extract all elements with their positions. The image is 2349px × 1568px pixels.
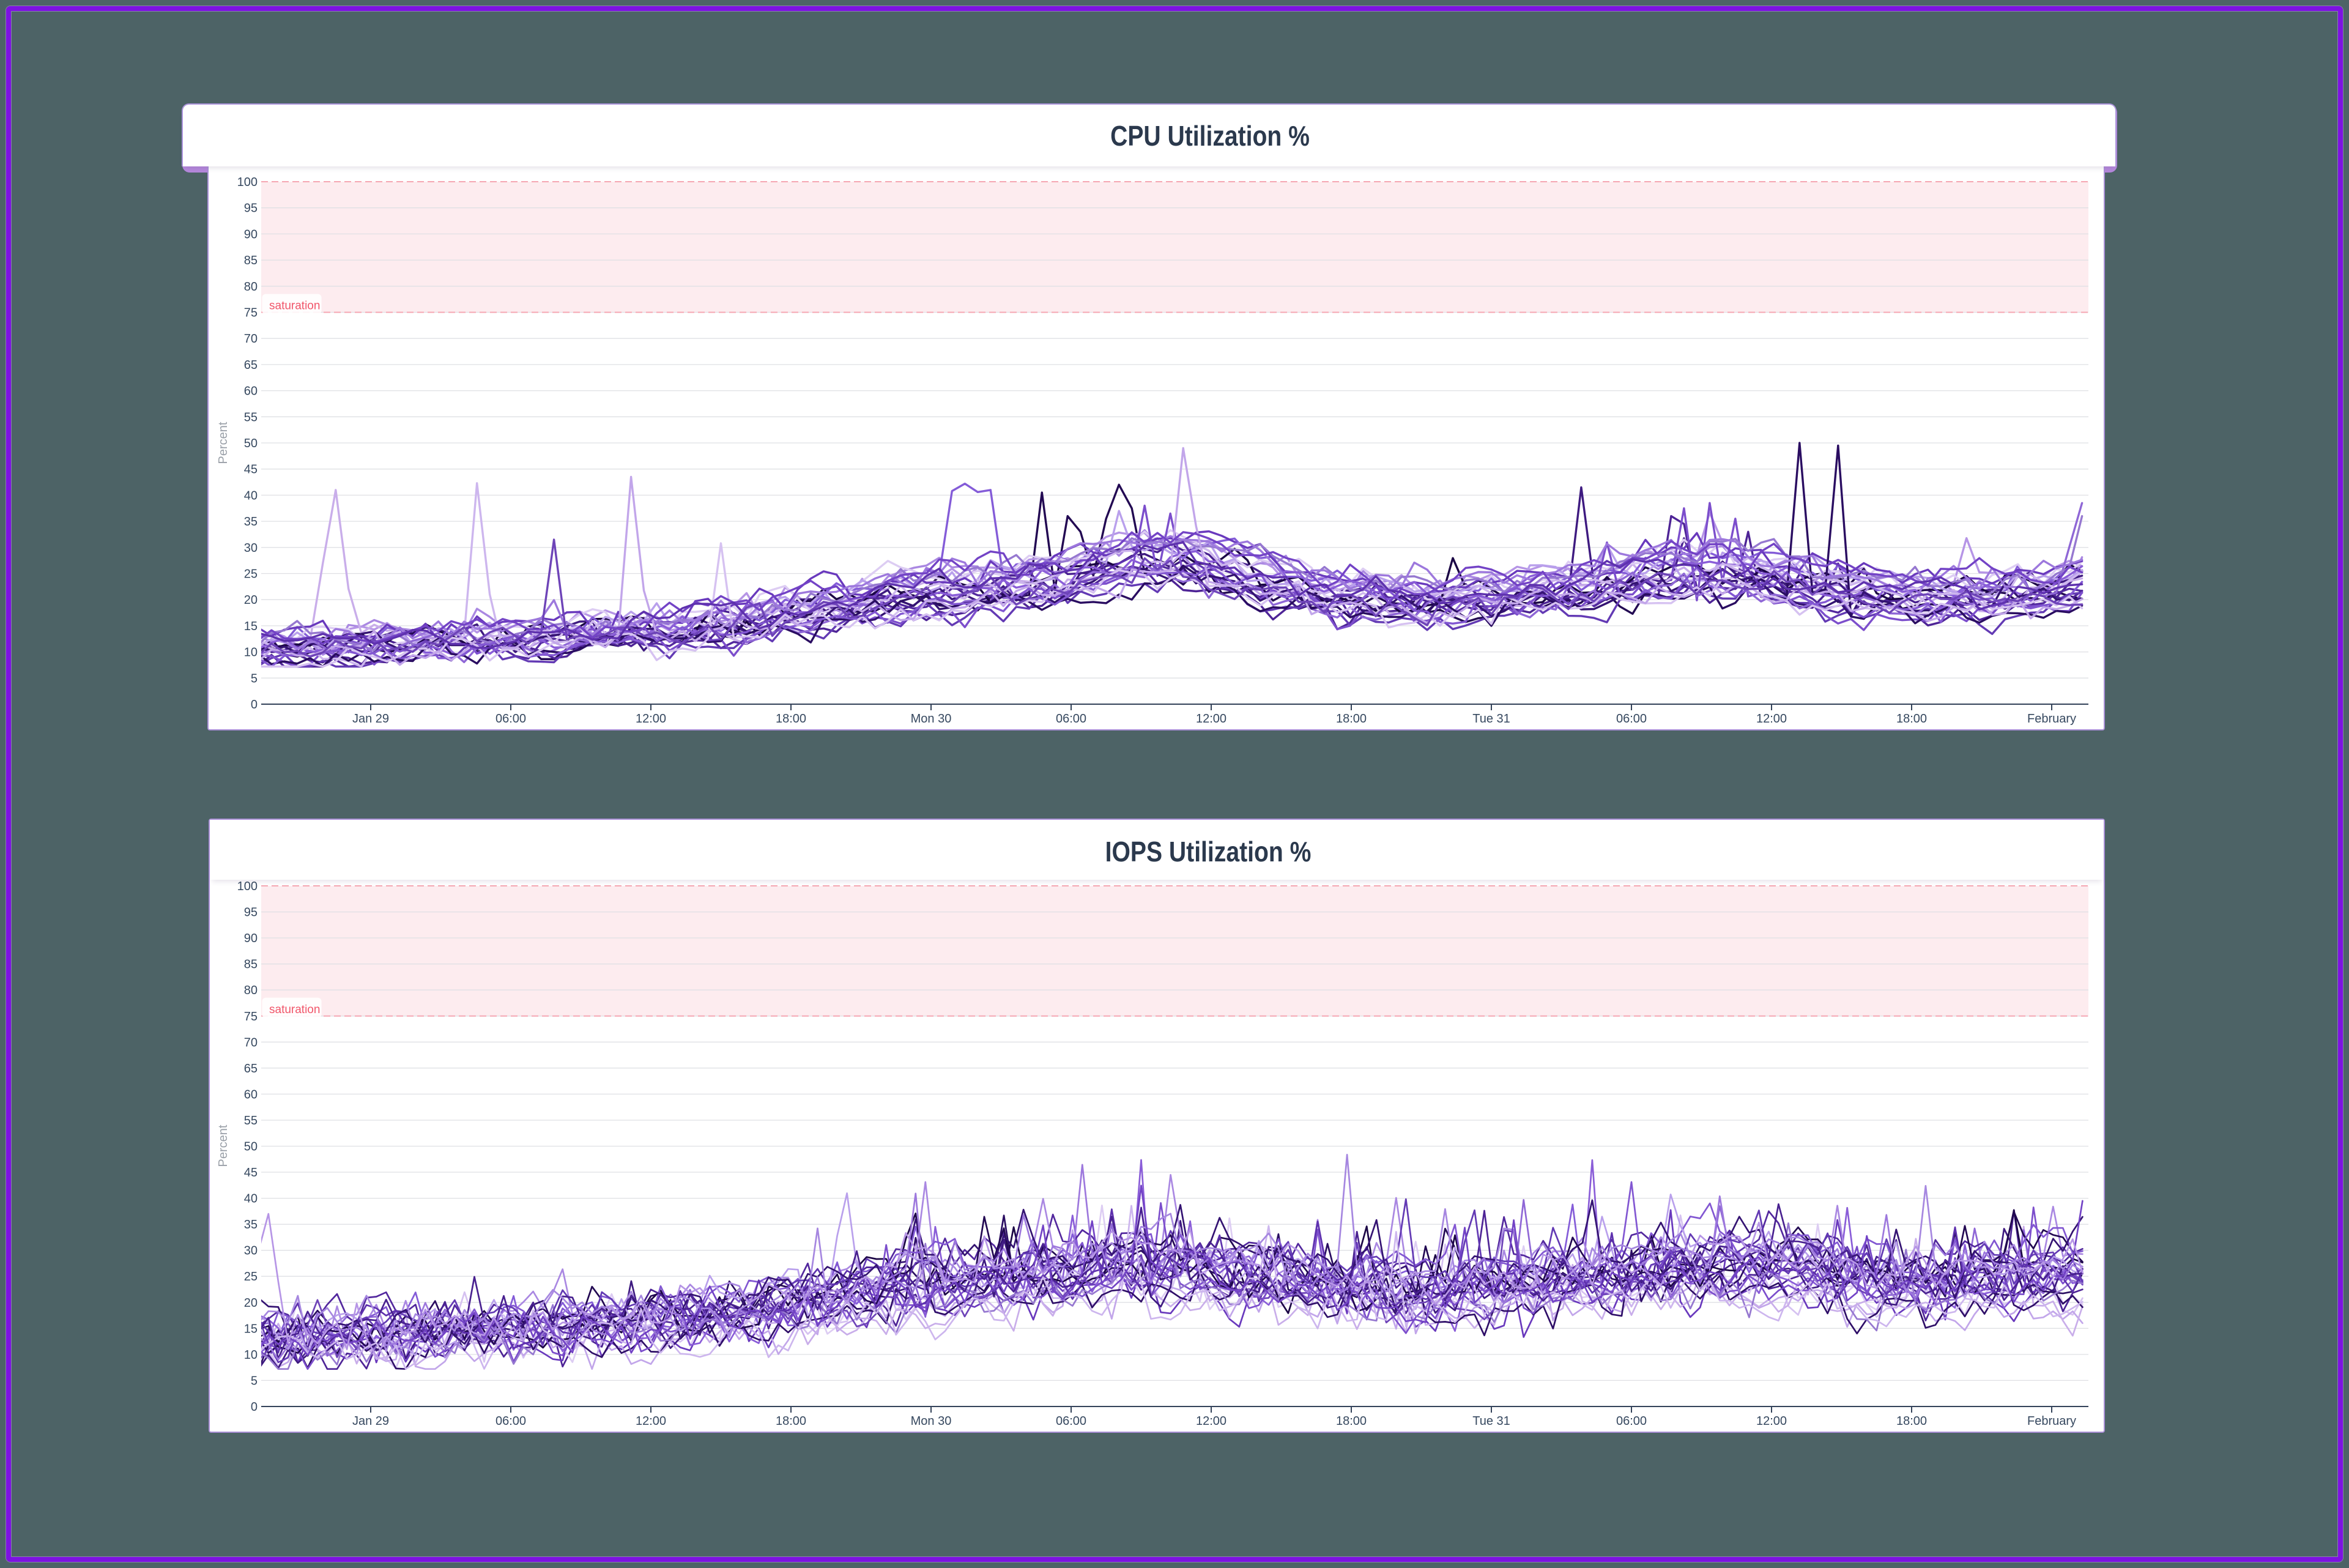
svg-text:12:00: 12:00 — [1756, 1414, 1787, 1428]
svg-text:06:00: 06:00 — [1616, 1414, 1647, 1428]
svg-text:10: 10 — [244, 1348, 258, 1362]
svg-text:30: 30 — [244, 1244, 258, 1258]
svg-text:75: 75 — [244, 1010, 258, 1024]
svg-text:60: 60 — [244, 385, 258, 398]
svg-text:0: 0 — [251, 698, 258, 712]
svg-text:40: 40 — [244, 489, 258, 502]
svg-text:Percent: Percent — [217, 1124, 230, 1167]
svg-text:45: 45 — [244, 463, 258, 477]
svg-text:saturation: saturation — [269, 300, 320, 313]
svg-text:12:00: 12:00 — [1756, 712, 1787, 726]
svg-text:50: 50 — [244, 1140, 258, 1154]
svg-text:15: 15 — [244, 620, 258, 633]
svg-text:30: 30 — [244, 541, 258, 555]
svg-text:Tue 31: Tue 31 — [1472, 1414, 1510, 1428]
svg-text:5: 5 — [251, 672, 258, 685]
svg-text:Mon 30: Mon 30 — [911, 712, 952, 726]
svg-text:15: 15 — [244, 1322, 258, 1336]
svg-text:06:00: 06:00 — [1056, 1414, 1086, 1428]
svg-text:55: 55 — [244, 411, 258, 424]
svg-text:12:00: 12:00 — [1196, 712, 1226, 726]
svg-text:85: 85 — [244, 254, 258, 267]
svg-text:06:00: 06:00 — [1056, 712, 1086, 726]
svg-text:85: 85 — [244, 958, 258, 972]
svg-text:18:00: 18:00 — [1896, 712, 1927, 726]
svg-text:25: 25 — [244, 568, 258, 581]
svg-text:12:00: 12:00 — [636, 712, 666, 726]
svg-text:06:00: 06:00 — [495, 1414, 526, 1428]
svg-text:saturation: saturation — [269, 1003, 320, 1016]
svg-text:February: February — [2027, 1414, 2076, 1428]
svg-text:18:00: 18:00 — [1896, 1414, 1927, 1428]
svg-text:65: 65 — [244, 1062, 258, 1076]
svg-text:50: 50 — [244, 437, 258, 450]
svg-text:70: 70 — [244, 332, 258, 346]
svg-text:06:00: 06:00 — [495, 712, 526, 726]
svg-text:18:00: 18:00 — [776, 712, 806, 726]
svg-text:35: 35 — [244, 1218, 258, 1232]
svg-text:Jan 29: Jan 29 — [352, 1414, 389, 1428]
svg-text:20: 20 — [244, 593, 258, 607]
svg-text:70: 70 — [244, 1036, 258, 1049]
svg-text:Tue 31: Tue 31 — [1472, 712, 1510, 726]
svg-text:60: 60 — [244, 1088, 258, 1101]
svg-text:12:00: 12:00 — [636, 1414, 666, 1428]
svg-text:75: 75 — [244, 307, 258, 320]
svg-text:65: 65 — [244, 359, 258, 372]
svg-text:25: 25 — [244, 1270, 258, 1284]
svg-text:35: 35 — [244, 515, 258, 529]
svg-text:Mon 30: Mon 30 — [911, 1414, 952, 1428]
svg-text:12:00: 12:00 — [1196, 1414, 1226, 1428]
svg-text:90: 90 — [244, 932, 258, 945]
svg-text:February: February — [2027, 712, 2076, 726]
svg-text:55: 55 — [244, 1114, 258, 1128]
svg-text:80: 80 — [244, 280, 258, 294]
svg-text:100: 100 — [237, 176, 258, 189]
svg-text:5: 5 — [251, 1374, 258, 1388]
svg-text:80: 80 — [244, 984, 258, 997]
svg-text:10: 10 — [244, 646, 258, 660]
svg-text:100: 100 — [237, 880, 258, 893]
svg-text:18:00: 18:00 — [1336, 712, 1367, 726]
svg-text:18:00: 18:00 — [1336, 1414, 1367, 1428]
svg-text:95: 95 — [244, 202, 258, 215]
svg-text:95: 95 — [244, 906, 258, 920]
svg-text:Percent: Percent — [217, 422, 230, 464]
svg-text:06:00: 06:00 — [1616, 712, 1647, 726]
svg-text:18:00: 18:00 — [776, 1414, 806, 1428]
svg-text:Jan 29: Jan 29 — [352, 712, 389, 726]
svg-text:45: 45 — [244, 1166, 258, 1180]
svg-text:20: 20 — [244, 1296, 258, 1310]
svg-text:40: 40 — [244, 1192, 258, 1206]
svg-text:90: 90 — [244, 228, 258, 241]
svg-text:0: 0 — [251, 1400, 258, 1414]
